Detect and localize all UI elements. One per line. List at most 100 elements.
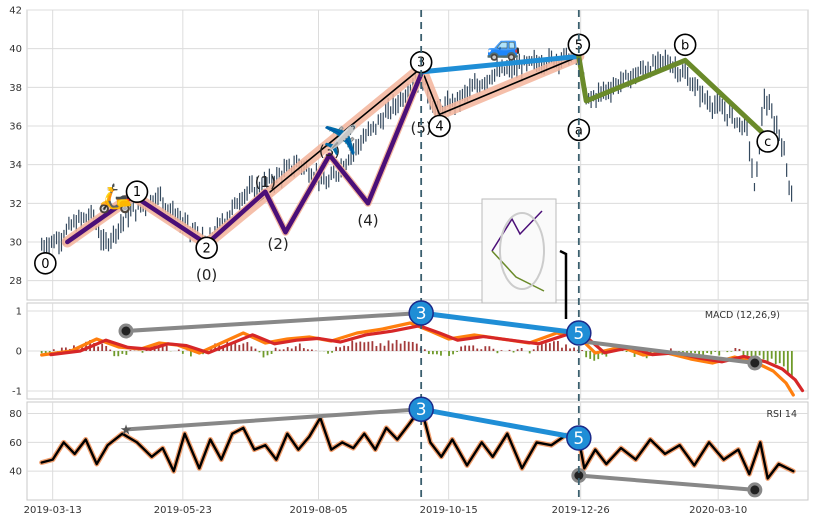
macd-histogram-bar <box>298 343 301 351</box>
macd-histogram-bar <box>121 351 124 354</box>
macd-divergence-line <box>576 339 757 365</box>
rsi-line <box>40 406 795 480</box>
wave-label: 5 <box>575 38 583 53</box>
macd-histogram-bar <box>359 341 362 351</box>
price-y-tick-label: 42 <box>9 6 22 17</box>
macd-histogram-bar <box>718 351 721 356</box>
wave-callout-circle <box>566 320 592 346</box>
macd-histogram-bar <box>129 350 132 351</box>
wave-callout-label: 5 <box>573 429 584 449</box>
wave-callout-circle <box>408 300 434 326</box>
macd-histogram-bar <box>698 351 700 356</box>
macd-histogram-bar <box>415 343 418 351</box>
macd-histogram-bar <box>762 351 765 360</box>
wave-callout-label: 5 <box>573 324 584 344</box>
macd-histogram-bar <box>81 345 83 351</box>
macd-histogram-bar <box>548 343 551 351</box>
macd-histogram-bar <box>399 343 402 351</box>
macd-histogram-bar <box>488 346 491 351</box>
macd-histogram-bar <box>464 345 467 351</box>
macd-histogram-bar <box>750 351 753 360</box>
macd-histogram-bar <box>782 351 785 367</box>
x-axis: 2019-03-13 2019-05-23 2019-08-05 2019-10-15… <box>24 505 748 516</box>
macd-histogram-bar <box>363 342 366 351</box>
macd-histogram-bar <box>101 343 104 351</box>
x-tick-label: 2019-12-26 <box>552 505 610 516</box>
rsi-divergence-line <box>124 407 424 432</box>
wave-label: b <box>681 38 689 53</box>
rsi-y-tick-label: 60 <box>9 438 22 449</box>
macd-histogram-bar <box>427 351 430 355</box>
macd-histogram-bar <box>85 341 87 351</box>
macd-histogram-bar <box>790 351 793 377</box>
macd-histogram-bar <box>500 350 503 351</box>
macd-histogram-bar <box>355 342 358 351</box>
macd-histogram-bar <box>246 342 249 351</box>
macd-histogram-bar <box>411 342 414 351</box>
macd-histogram-bar <box>190 351 192 357</box>
price-y-tick-label: 32 <box>9 199 22 210</box>
macd-histogram-bar <box>331 351 333 353</box>
macd-histogram-bar <box>766 351 769 363</box>
macd-histogram-bar <box>734 348 737 351</box>
macd-histogram-bar <box>460 346 463 351</box>
macd-histogram-bar <box>242 343 245 351</box>
macd-histogram-bar <box>181 351 184 354</box>
wave-label-circle <box>673 33 697 57</box>
price-y-tick-label: 40 <box>9 44 22 55</box>
price-y-tick-label: 34 <box>9 160 22 171</box>
macd-histogram-bar <box>738 348 741 351</box>
annotation-overlays: 3 5 3 5 <box>408 10 592 500</box>
macd-histogram-bar <box>270 351 273 354</box>
macd-y-tick-label: 1 <box>16 307 22 318</box>
macd-histogram-bar <box>391 343 394 351</box>
macd-histogram-bar <box>306 349 309 351</box>
macd-histogram-bar <box>585 351 588 358</box>
wave-label: (0) <box>196 266 217 284</box>
price-y-tick-label: 30 <box>9 238 22 249</box>
macd-histogram-bar <box>93 343 95 351</box>
rsi-y-tick-label: 40 <box>9 467 22 478</box>
macd-histogram-bar <box>786 351 789 373</box>
vehicle-emoji: 🛵 <box>98 182 133 215</box>
macd-histogram-bar <box>778 351 781 364</box>
macd-histogram-bar <box>440 351 442 356</box>
x-tick-label: 2019-03-13 <box>24 505 82 516</box>
price-y-tick-label: 38 <box>9 83 22 94</box>
price-blue-trend <box>418 53 582 75</box>
macd-histogram-bar <box>371 341 374 351</box>
macd-histogram-bar <box>125 351 128 355</box>
wave-label: c <box>764 135 771 150</box>
macd-histogram-bar <box>557 340 559 351</box>
rsi-panel: 40 60 80 ★ <box>9 401 809 501</box>
macd-histogram-bar <box>234 342 237 351</box>
macd-signal-line <box>49 324 805 393</box>
macd-histogram-bar <box>311 349 313 351</box>
macd-histogram-bar <box>448 351 450 356</box>
wave-label: 0 <box>41 257 49 272</box>
macd-histogram-bar <box>536 345 539 351</box>
macd-histogram-bar <box>492 348 495 351</box>
macd-histogram-bar <box>770 351 773 359</box>
macd-histogram-bar <box>44 351 47 354</box>
macd-histogram-bar <box>528 351 531 354</box>
macd-histogram-bar <box>238 344 241 351</box>
macd-histogram-bar <box>726 351 729 353</box>
wave-label-circle <box>756 130 779 153</box>
macd-histogram-bar <box>532 349 535 351</box>
macd-histogram-bar <box>97 346 100 351</box>
macd-histogram-bar <box>302 348 305 351</box>
wave-callout-circle <box>566 425 592 451</box>
macd-y-tick-label: 0 <box>16 347 22 358</box>
macd-histogram-bar <box>516 349 519 351</box>
wave-label: (5) <box>411 119 432 137</box>
macd-histogram-bar <box>669 348 672 351</box>
x-tick-label: 2019-05-23 <box>154 505 212 516</box>
macd-blue-trend <box>418 310 582 336</box>
macd-pivot-dot <box>747 355 763 371</box>
macd-histogram-bar <box>117 351 120 357</box>
macd-histogram-bar <box>161 344 164 351</box>
macd-histogram-bar <box>403 340 406 351</box>
price-y-tick-label: 28 <box>9 276 22 287</box>
